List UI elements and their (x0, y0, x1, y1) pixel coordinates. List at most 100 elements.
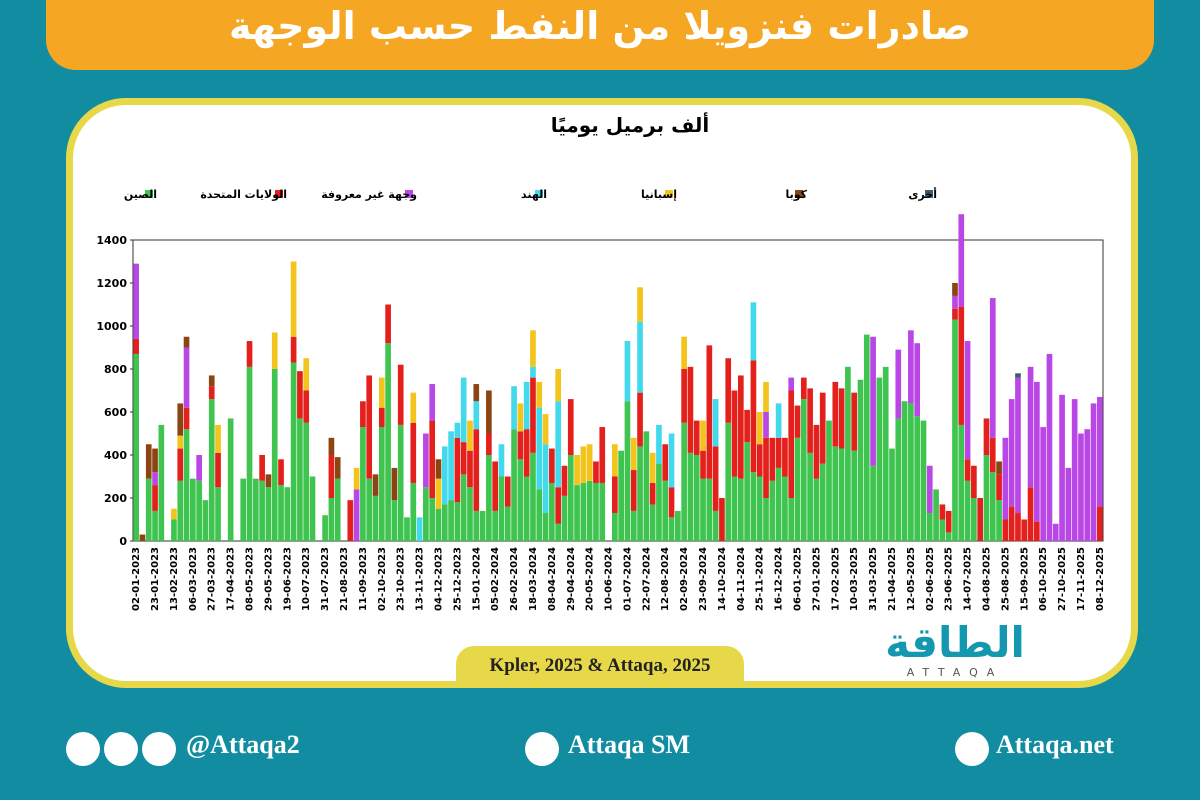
bar-segment (737, 375, 744, 479)
bar-segment (750, 472, 757, 541)
bar-segment (895, 349, 902, 419)
bar-segment (133, 338, 139, 354)
x-tick-label: 29-05-2023 (263, 547, 274, 611)
bar-segment (530, 452, 536, 541)
bar-segment (152, 510, 158, 541)
bar-segment (649, 504, 656, 541)
bar-segment (700, 450, 706, 479)
x-tick-label: 20-05-2024 (585, 547, 596, 611)
web-icon[interactable] (955, 732, 989, 766)
bar-segment (952, 283, 958, 296)
bar-segment (574, 485, 580, 541)
bar-segment (410, 422, 417, 483)
bar-segment (290, 261, 297, 337)
x-tick-label: 08-12-2025 (1095, 547, 1106, 611)
bar-segment (989, 298, 996, 438)
bar-segment (423, 433, 429, 488)
bar-segment (523, 429, 530, 477)
x-tick-label: 10-06-2024 (604, 547, 615, 611)
facebook-icon[interactable] (142, 732, 176, 766)
bar-segment (133, 263, 139, 339)
bar-segment (939, 519, 946, 541)
bar-segment (832, 381, 839, 447)
bar-segment (574, 455, 580, 486)
x-icon[interactable] (66, 732, 100, 766)
bar-segment (271, 332, 278, 369)
x-tick-label: 15-09-2025 (1019, 547, 1030, 611)
bar-segment (675, 510, 681, 541)
twitter-handle[interactable]: @Attaqa2 (186, 730, 300, 759)
bar-segment (252, 478, 259, 541)
bar-segment (183, 347, 190, 408)
bar-segment (561, 465, 568, 496)
plot-frame (132, 239, 1104, 542)
bar-segment (372, 474, 379, 496)
legend-label: إسبانيا (641, 188, 677, 201)
bar-segment (952, 295, 958, 309)
bar-segment (612, 444, 618, 477)
x-tick-label: 23-09-2024 (698, 547, 709, 611)
bar-segment (933, 489, 939, 541)
bar-segment (227, 418, 234, 541)
instagram-icon[interactable] (104, 732, 138, 766)
bar-segment (1097, 506, 1103, 541)
legend-label: الصين (124, 188, 157, 201)
bar-segment (555, 369, 561, 402)
bar-segment (744, 442, 750, 541)
bar-segment (177, 448, 184, 481)
bar-segment (284, 487, 291, 541)
bar-segment (171, 508, 177, 520)
bar-segment (1059, 394, 1065, 541)
bar-segment (416, 517, 423, 541)
bar-segment (385, 343, 391, 541)
bar-segment (561, 495, 568, 541)
youtube-icon[interactable] (525, 732, 559, 766)
bar-segment (158, 424, 165, 541)
youtube-handle[interactable]: Attaqa SM (568, 730, 691, 759)
bar-segment (397, 364, 404, 425)
website[interactable]: Attaqa.net (996, 730, 1114, 759)
bar-segment (366, 375, 373, 479)
legend-label: كوبا (785, 188, 807, 201)
x-tick-label: 21-08-2023 (339, 547, 350, 611)
bar-segment (763, 381, 769, 412)
bar-segment (599, 482, 606, 541)
bar-segment (725, 422, 732, 541)
bar-segment (819, 463, 826, 541)
bar-segment (914, 416, 921, 541)
bar-segment (378, 407, 385, 428)
bar-segment (656, 424, 662, 464)
bar-segment (1027, 366, 1034, 488)
y-tick-label: 1400 (96, 234, 127, 247)
bar-segment (952, 319, 958, 541)
bar-segment (637, 287, 643, 322)
bar-segment (624, 401, 631, 541)
bar-segment (624, 341, 631, 402)
bar-segment (504, 506, 511, 541)
bar-segment (958, 424, 965, 541)
bar-segment (360, 401, 366, 428)
bar-segment (908, 330, 914, 404)
bar-segment (511, 429, 517, 541)
bar-segment (863, 334, 870, 541)
bar-segment (580, 482, 587, 541)
banner (46, 0, 1154, 70)
bar-segment (593, 461, 599, 483)
bar-segment (208, 399, 215, 541)
y-tick-label: 1200 (96, 277, 127, 290)
bar-segment (618, 450, 624, 541)
bar-segment (454, 422, 461, 438)
bar-segment (763, 412, 769, 438)
y-tick-label: 200 (104, 492, 127, 505)
bar-segment (454, 502, 461, 541)
bar-segment (744, 409, 750, 443)
bar-segment (215, 424, 221, 453)
bar-segment (712, 446, 719, 511)
bar-segment (952, 308, 958, 320)
bar-segment (271, 369, 278, 541)
bar-segment (964, 341, 971, 460)
bar-segment (882, 366, 889, 541)
x-tick-label: 17-11-2025 (1076, 547, 1087, 611)
logo-latin: ATTAQA (906, 666, 1004, 679)
bar-segment (794, 437, 801, 541)
